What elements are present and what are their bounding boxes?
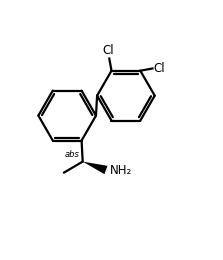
Text: NH₂: NH₂	[110, 164, 132, 177]
Polygon shape	[83, 162, 107, 174]
Text: Cl: Cl	[154, 62, 165, 75]
Text: Cl: Cl	[102, 44, 114, 57]
Text: abs: abs	[64, 150, 79, 159]
